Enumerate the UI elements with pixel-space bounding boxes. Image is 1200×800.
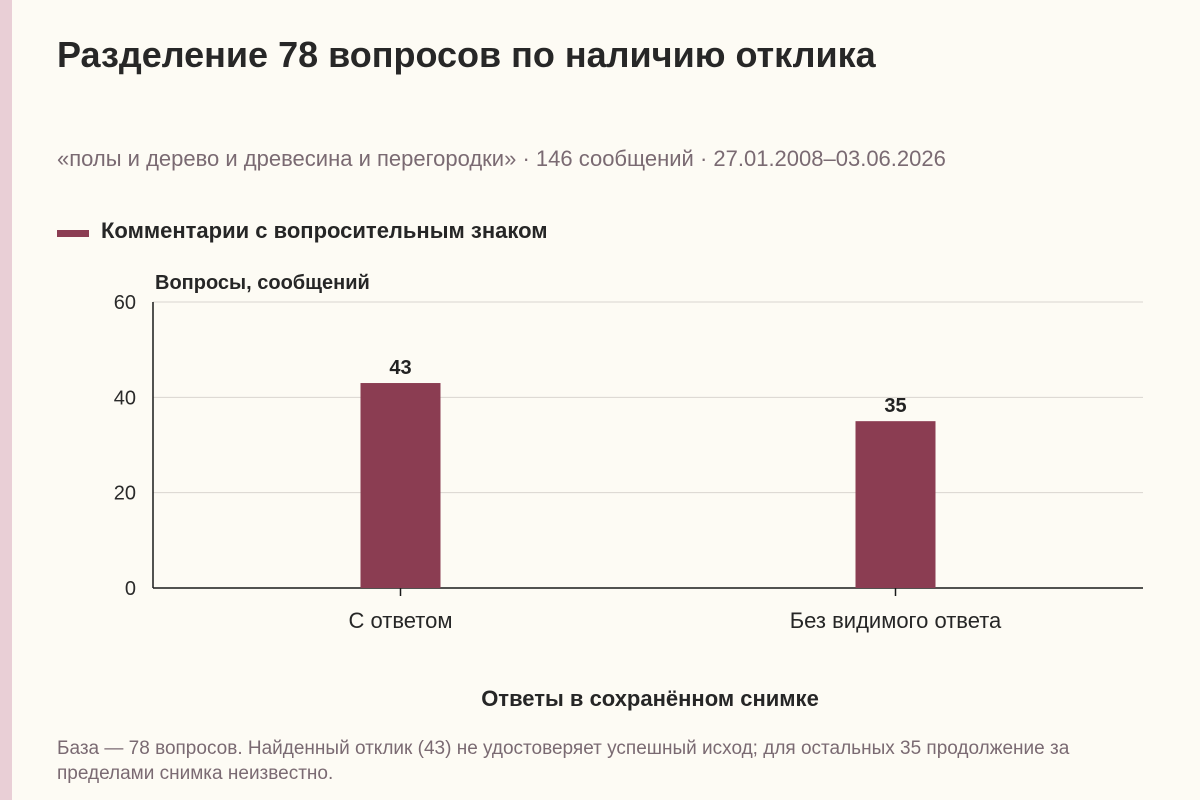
x-axis-title: Ответы в сохранённом снимке	[481, 686, 819, 711]
legend-label: Комментарии с вопросительным знаком	[101, 218, 548, 243]
y-tick-label: 40	[114, 387, 136, 409]
bar-value-label: 35	[884, 395, 906, 417]
bar	[360, 383, 441, 588]
y-tick-label: 0	[125, 578, 136, 600]
chart-subtitle: «полы и дерево и древесина и перегородки…	[57, 146, 946, 171]
footnote: База — 78 вопросов. Найденный отклик (43…	[57, 738, 1070, 784]
left-accent-stripe	[0, 0, 12, 800]
legend-swatch	[57, 229, 89, 237]
x-tick-label: Без видимого ответа	[790, 608, 1002, 633]
legend: Комментарии с вопросительным знаком	[57, 218, 548, 244]
bar-value-label: 43	[389, 357, 411, 379]
x-tick-label: С ответом	[349, 608, 453, 633]
y-axis-title: Вопросы, сообщений	[155, 272, 370, 294]
y-tick-label: 20	[114, 483, 136, 505]
bar	[855, 421, 936, 588]
y-tick-label: 60	[114, 292, 136, 314]
chart-title: Разделение 78 вопросов по наличию отклик…	[57, 34, 876, 75]
